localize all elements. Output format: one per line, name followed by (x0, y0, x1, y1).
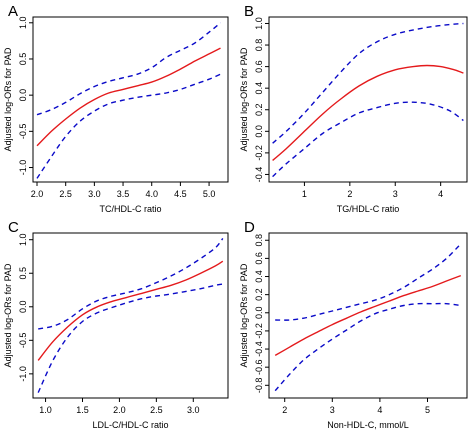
panel-a-y-tick-label: -1.0 (18, 160, 28, 176)
panel-b-y-tick-label: 0.4 (254, 82, 264, 95)
panel-c-y-tick-label: -0.5 (18, 333, 28, 349)
panel-c-x-tick-label: 2.5 (150, 405, 163, 415)
panel-a-y-tick-label: 0.0 (18, 89, 28, 102)
panel-d-y-tick-label: 0.0 (254, 307, 264, 320)
panel-b-ci-band-line (272, 22, 464, 144)
panel-a-x-tick-label: 4.0 (145, 189, 158, 199)
panel-c-x-tick-label: 1.0 (39, 405, 52, 415)
panel-d-label: D (244, 219, 255, 236)
panel-b-plot-frame (268, 16, 468, 183)
panel-b-y-tick-label: 0.2 (254, 103, 264, 116)
panel-a-x-axis-title: TC/HDL-C ratio (99, 204, 161, 214)
panel-a-plot-frame (32, 16, 229, 183)
panel-d-plot-frame (268, 232, 468, 399)
panel-d-y-tick-label: 0.2 (254, 288, 264, 301)
panel-b-fit-line (272, 64, 464, 161)
panel-d-x-tick-label: 3 (330, 405, 335, 415)
panel-d-x-tick-label: 4 (377, 405, 382, 415)
panel-a-x-tick-label: 2.0 (31, 189, 44, 199)
panel-c-y-tick-label: -1.0 (18, 366, 28, 382)
panel-a-y-tick-label: 0.5 (18, 53, 28, 66)
panel-d-ci-band-line (275, 243, 462, 321)
panel-c-ci-band-line (37, 283, 223, 393)
panel-b-x-tick-label: 1 (302, 189, 307, 199)
panel-a-ci-band-line (36, 22, 221, 116)
panel-c-y-tick-label: 0.5 (18, 267, 28, 280)
panel-a-x-tick-label: 2.5 (59, 189, 72, 199)
panel-a-y-axis-title: Adjusted log-ORs for PAD (3, 47, 13, 151)
panel-d-y-tick-label: -0.6 (254, 359, 264, 375)
panel-a-x-tick-label: 3.0 (88, 189, 101, 199)
panel-b-y-axis-title: Adjusted log-ORs for PAD (239, 47, 249, 151)
panel-a-x-tick-label: 4.5 (174, 189, 187, 199)
panel-a-label: A (8, 3, 18, 20)
panel-b-x-tick-label: 4 (438, 189, 443, 199)
panel-b-y-tick-label: -0.4 (254, 167, 264, 183)
panel-d-y-tick-label: -0.4 (254, 341, 264, 357)
panel-b-y-tick-label: 0.0 (254, 125, 264, 138)
panel-a-fit-line (36, 47, 221, 147)
panel-b-label: B (244, 3, 254, 20)
panel-b-y-tick-label: 0.8 (254, 39, 264, 52)
panel-b-x-axis-title: TG/HDL-C ratio (337, 204, 400, 214)
panel-c-label: C (8, 219, 19, 236)
panel-a-x-tick-label: 5.0 (203, 189, 216, 199)
panel-b-y-tick-label: 1.0 (254, 17, 264, 30)
panel-c-y-axis-title: Adjusted log-ORs for PAD (3, 263, 13, 367)
panel-a: 2.0 2.5 3.0 3.5 4.0 4.5 5.0 -1.0 -0.5 0.0 0.5 1.0 TC… (3, 3, 229, 214)
panel-d-y-tick-label: 0.6 (254, 252, 264, 265)
panel-a-x-tick-label: 3.5 (117, 189, 130, 199)
panel-b-y-tick-label: 0.6 (254, 60, 264, 73)
panel-c-y-tick-label: 1.0 (18, 233, 28, 246)
panel-d-y-axis-title: Adjusted log-ORs for PAD (239, 263, 249, 367)
panel-b: 1 2 3 4 -0.4 -0.2 0.0 0.2 0.4 0.6 0.8 1.0 TG/HDL-C r… (239, 3, 468, 214)
panel-d: 2 3 4 5 -0.8 -0.6 -0.4 -0.2 0.0 0.2 0.4 0.6 0.8 Non-H… (239, 219, 468, 430)
panel-c: 1.0 1.5 2.0 2.5 3.0 -1.0 -0.5 0.0 0.5 1.0 LDL-C/HD… (3, 219, 229, 430)
panel-b-y-tick-label: -0.2 (254, 145, 264, 161)
panel-d-y-tick-label: -0.2 (254, 323, 264, 339)
panel-d-ci-band-line (274, 302, 461, 392)
panel-b-ci-band-line (272, 101, 464, 178)
panel-a-ci-band-line (36, 73, 221, 179)
panel-d-y-tick-label: -0.8 (254, 378, 264, 394)
panel-c-fit-line (37, 260, 224, 361)
panel-c-x-axis-title: LDL-C/HDL-C ratio (92, 420, 168, 430)
panel-d-x-tick-label: 5 (425, 405, 430, 415)
panel-d-y-tick-label: 0.8 (254, 234, 264, 247)
panel-c-plot-frame (32, 232, 229, 399)
panel-c-y-tick-label: 0.0 (18, 301, 28, 314)
panel-c-x-tick-label: 3.0 (187, 405, 200, 415)
panel-d-x-axis-title: Non-HDL-C, mmol/L (327, 420, 409, 430)
panel-c-ci-band-line (38, 237, 224, 330)
panel-c-x-tick-label: 2.0 (113, 405, 126, 415)
panel-d-y-tick-label: 0.4 (254, 270, 264, 283)
panel-a-y-tick-label: -0.5 (18, 124, 28, 140)
panel-a-y-tick-label: 1.0 (18, 17, 28, 30)
panel-b-x-tick-label: 2 (347, 189, 352, 199)
panel-d-fit-line (274, 274, 462, 357)
panel-c-x-tick-label: 1.5 (76, 405, 89, 415)
panel-b-x-tick-label: 3 (393, 189, 398, 199)
panel-d-x-tick-label: 2 (282, 405, 287, 415)
